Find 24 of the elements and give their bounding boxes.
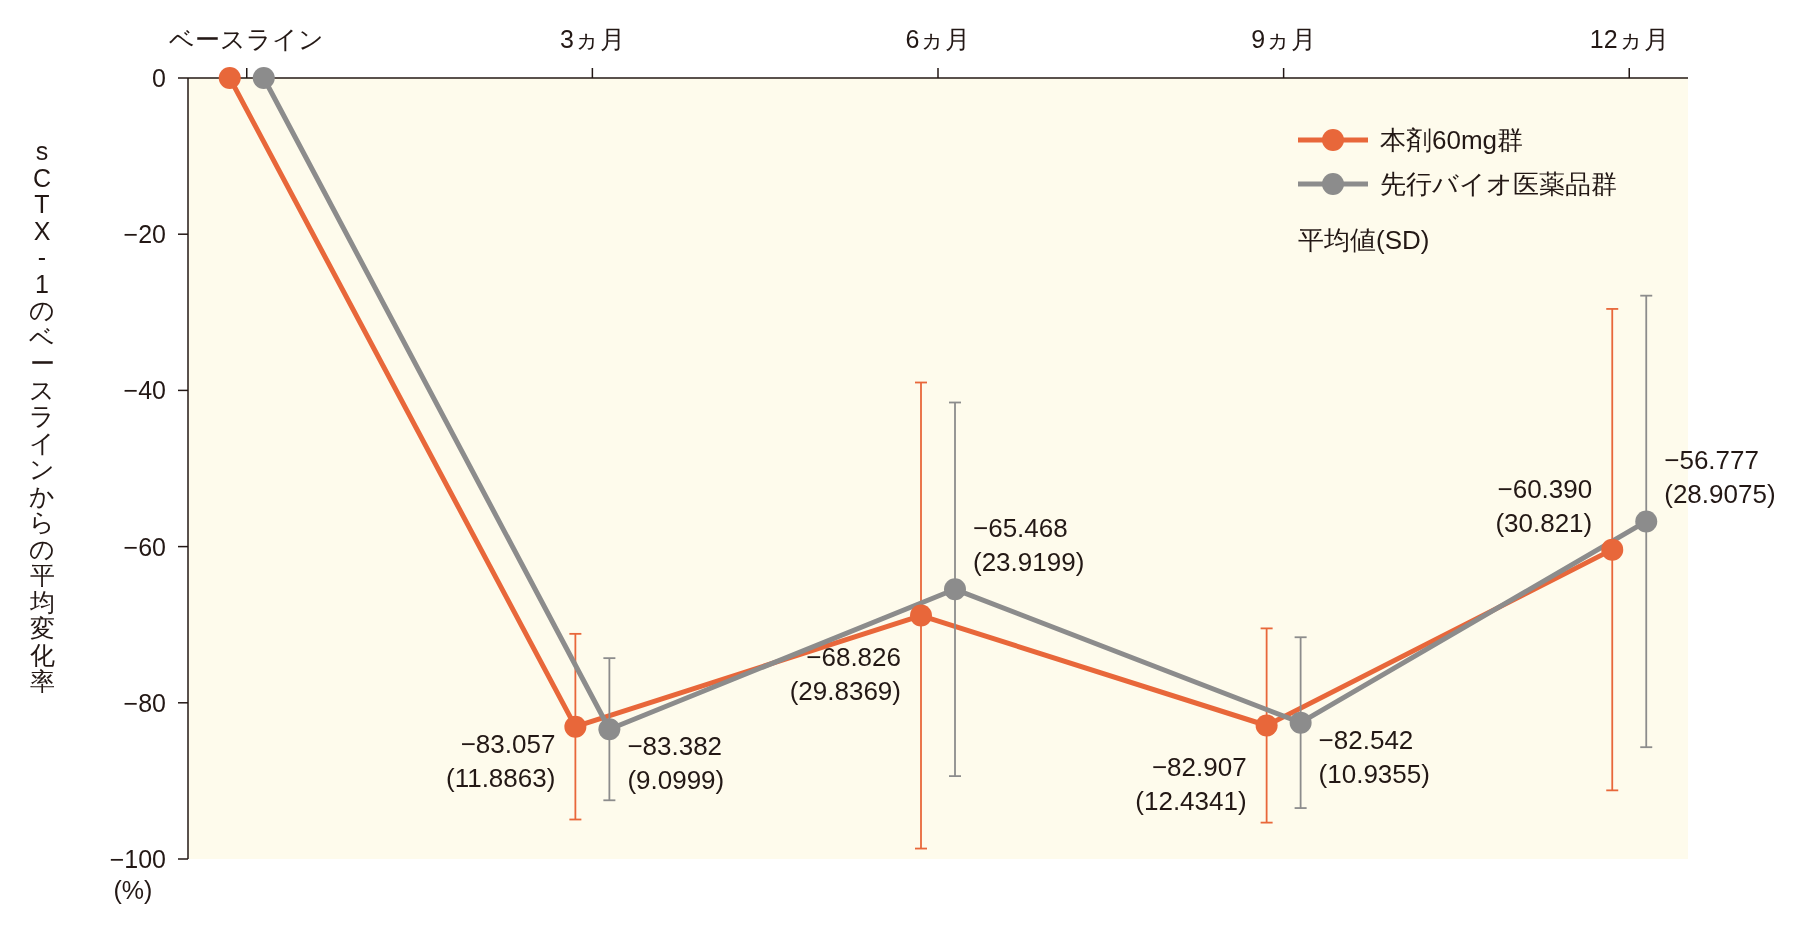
text: sCTX-1のベースラインからの平均変化率 xyxy=(29,137,55,695)
x-tick-label: 6ヵ月 xyxy=(905,25,971,53)
data-label: −83.057 (11.8863) xyxy=(446,728,556,793)
x-tick-label: 9ヵ月 xyxy=(1251,25,1317,53)
data-label: −56.777 (28.9075) xyxy=(1664,445,1776,510)
x-tick-label: ベースライン xyxy=(169,25,325,53)
data-label: −60.390 (30.821) xyxy=(1495,473,1593,538)
x-tick-label: 12ヵ月 xyxy=(1589,25,1669,53)
annotation: 平均値(SD) xyxy=(1298,225,1430,255)
y-tick-label: −80 xyxy=(123,688,166,717)
y-tick-label: −100 xyxy=(109,845,166,873)
data-label: −83.382 (9.0999) xyxy=(627,731,725,796)
data-label: −82.542 (10.9355) xyxy=(1318,724,1430,789)
data-label: −65.468 (23.9199) xyxy=(973,513,1085,578)
legend-label: 本剤60mg群 xyxy=(1380,125,1524,155)
text: (%) xyxy=(113,876,153,904)
data-label: −68.826 (29.8369) xyxy=(789,641,901,706)
y-tick-label: −40 xyxy=(123,376,166,405)
x-tick-label: 3ヵ月 xyxy=(559,25,625,53)
y-tick-label: 0 xyxy=(152,64,166,92)
data-label: −82.907 (12.4341) xyxy=(1135,751,1247,816)
legend-label: 先行バイオ医薬品群 xyxy=(1380,169,1617,199)
y-tick-label: −60 xyxy=(123,532,166,561)
y-tick-label: −20 xyxy=(123,220,166,249)
